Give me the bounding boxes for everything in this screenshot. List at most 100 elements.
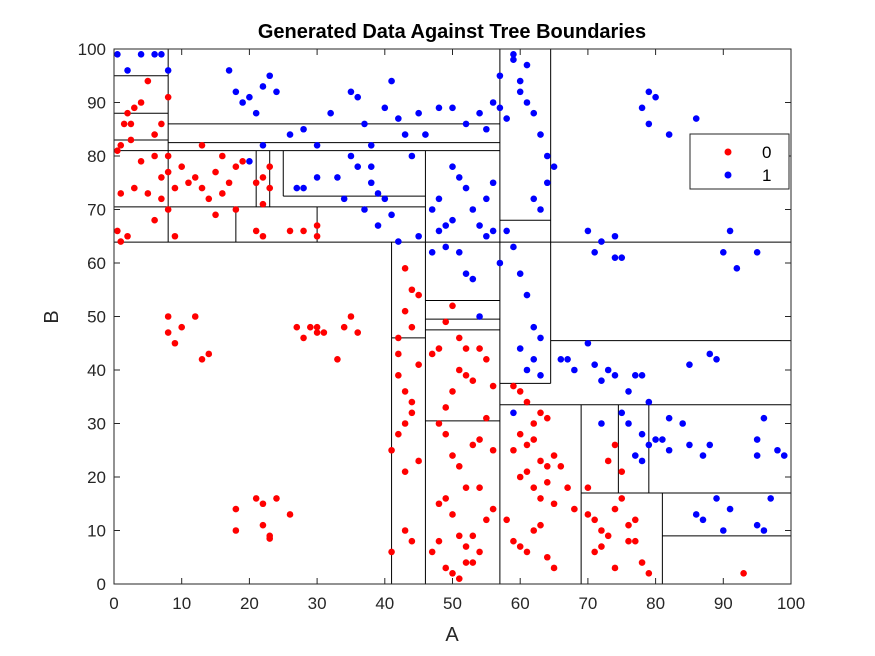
class-1-point: [543, 179, 551, 187]
class-0-point: [259, 232, 267, 240]
class-0-point: [476, 548, 483, 556]
class-1-point: [496, 259, 504, 267]
y-tick-label: 20: [87, 468, 106, 487]
class-1-point: [726, 227, 734, 235]
class-1-point: [449, 216, 456, 224]
x-tick-label: 90: [714, 594, 733, 613]
class-0-point: [625, 521, 632, 529]
class-1-point: [395, 238, 402, 245]
class-0-point: [120, 120, 128, 128]
x-tick-label: 40: [375, 594, 394, 613]
class-1-point: [354, 163, 362, 170]
y-tick-label: 60: [87, 254, 106, 273]
class-0-point: [550, 500, 558, 508]
class-0-point: [591, 548, 598, 556]
class-0-point: [462, 372, 470, 379]
class-0-point: [252, 495, 260, 502]
class-1-point: [510, 56, 517, 63]
class-1-point: [510, 51, 517, 58]
class-1-point: [442, 243, 450, 251]
class-1-point: [340, 195, 348, 203]
class-0-point: [550, 452, 558, 459]
y-tick-label: 100: [78, 40, 106, 59]
class-0-point: [435, 500, 443, 508]
class-0-point: [611, 441, 619, 449]
class-0-point: [489, 446, 497, 454]
class-0-point: [523, 441, 531, 449]
class-0-point: [395, 372, 402, 379]
class-0-point: [611, 505, 619, 513]
class-1-point: [591, 249, 598, 256]
class-1-point: [537, 131, 544, 138]
class-0-point: [557, 463, 565, 470]
x-tick-label: 0: [109, 594, 118, 613]
class-0-point: [543, 479, 551, 486]
class-0-point: [307, 323, 314, 331]
class-1-point: [483, 232, 490, 240]
class-0-point: [618, 468, 626, 475]
class-1-point: [584, 339, 592, 347]
class-0-point: [232, 206, 240, 213]
class-1-point: [435, 227, 443, 235]
class-0-point: [171, 232, 179, 240]
class-0-point: [516, 473, 524, 481]
class-1-point: [523, 61, 531, 69]
class-1-point: [381, 195, 389, 203]
class-0-point: [537, 495, 544, 502]
class-1-point: [523, 291, 531, 299]
class-1-point: [252, 109, 260, 117]
plot-area: 0 10 20 30 40 50 60 70 80 90 100010203040506070809…: [78, 40, 806, 613]
class-0-point: [198, 356, 206, 363]
class-0-point: [584, 511, 592, 518]
y-tick-label: 40: [87, 361, 106, 380]
class-1-point: [692, 511, 700, 518]
class-0-point: [442, 318, 450, 326]
class-1-point: [496, 72, 504, 80]
class-0-point: [401, 265, 409, 272]
class-1-point: [435, 104, 443, 112]
class-1-point: [313, 174, 321, 181]
class-0-point: [205, 195, 213, 203]
class-1-point: [564, 356, 571, 363]
class-1-point: [645, 398, 653, 406]
class-1-point: [137, 51, 145, 58]
x-tick-label: 80: [646, 594, 665, 613]
class-1-point: [114, 51, 121, 58]
class-1-point: [611, 254, 619, 261]
class-1-point: [753, 452, 761, 459]
class-0-point: [523, 548, 531, 556]
class-1-point: [584, 227, 592, 235]
class-0-point: [259, 521, 267, 529]
class-1-point: [300, 184, 307, 192]
class-1-point: [686, 441, 693, 449]
class-0-point: [510, 537, 517, 545]
legend-marker-1: [724, 171, 732, 179]
class-1-point: [652, 436, 659, 443]
class-0-point: [117, 142, 125, 149]
class-1-point: [760, 527, 768, 534]
class-0-point: [212, 168, 219, 176]
class-0-point: [408, 286, 416, 294]
class-0-point: [205, 350, 213, 358]
class-1-point: [665, 414, 673, 422]
class-1-point: [246, 158, 253, 165]
class-1-point: [347, 88, 355, 96]
class-1-point: [523, 99, 531, 106]
x-tick-label: 70: [578, 594, 597, 613]
legend-label-1: 1: [762, 166, 771, 185]
class-1-point: [774, 446, 781, 454]
class-1-point: [455, 249, 463, 256]
class-1-point: [422, 131, 429, 138]
class-1-point: [347, 152, 355, 160]
class-1-point: [367, 163, 375, 170]
class-0-point: [273, 495, 280, 502]
class-0-point: [435, 420, 443, 427]
class-0-point: [334, 356, 341, 363]
class-0-point: [435, 537, 443, 545]
class-0-point: [259, 200, 267, 208]
class-0-point: [598, 527, 605, 534]
class-1-point: [462, 270, 470, 278]
y-tick-label: 0: [97, 575, 106, 594]
class-0-point: [537, 409, 544, 417]
class-1-point: [638, 104, 646, 112]
